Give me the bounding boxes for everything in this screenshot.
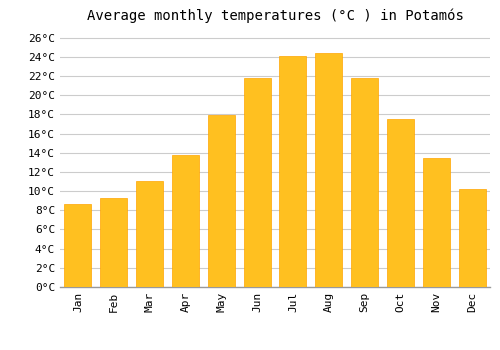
Bar xyxy=(64,204,92,287)
Bar xyxy=(351,78,378,287)
Bar xyxy=(172,155,199,287)
Bar xyxy=(208,115,234,287)
Bar xyxy=(316,53,342,287)
Bar xyxy=(100,198,127,287)
Bar xyxy=(387,119,414,287)
Bar xyxy=(136,182,163,287)
Bar xyxy=(458,189,485,287)
Bar xyxy=(423,159,450,287)
Bar xyxy=(244,78,270,287)
Title: Average monthly temperatures (°C ) in Potamós: Average monthly temperatures (°C ) in Po… xyxy=(86,8,464,23)
Bar xyxy=(280,56,306,287)
